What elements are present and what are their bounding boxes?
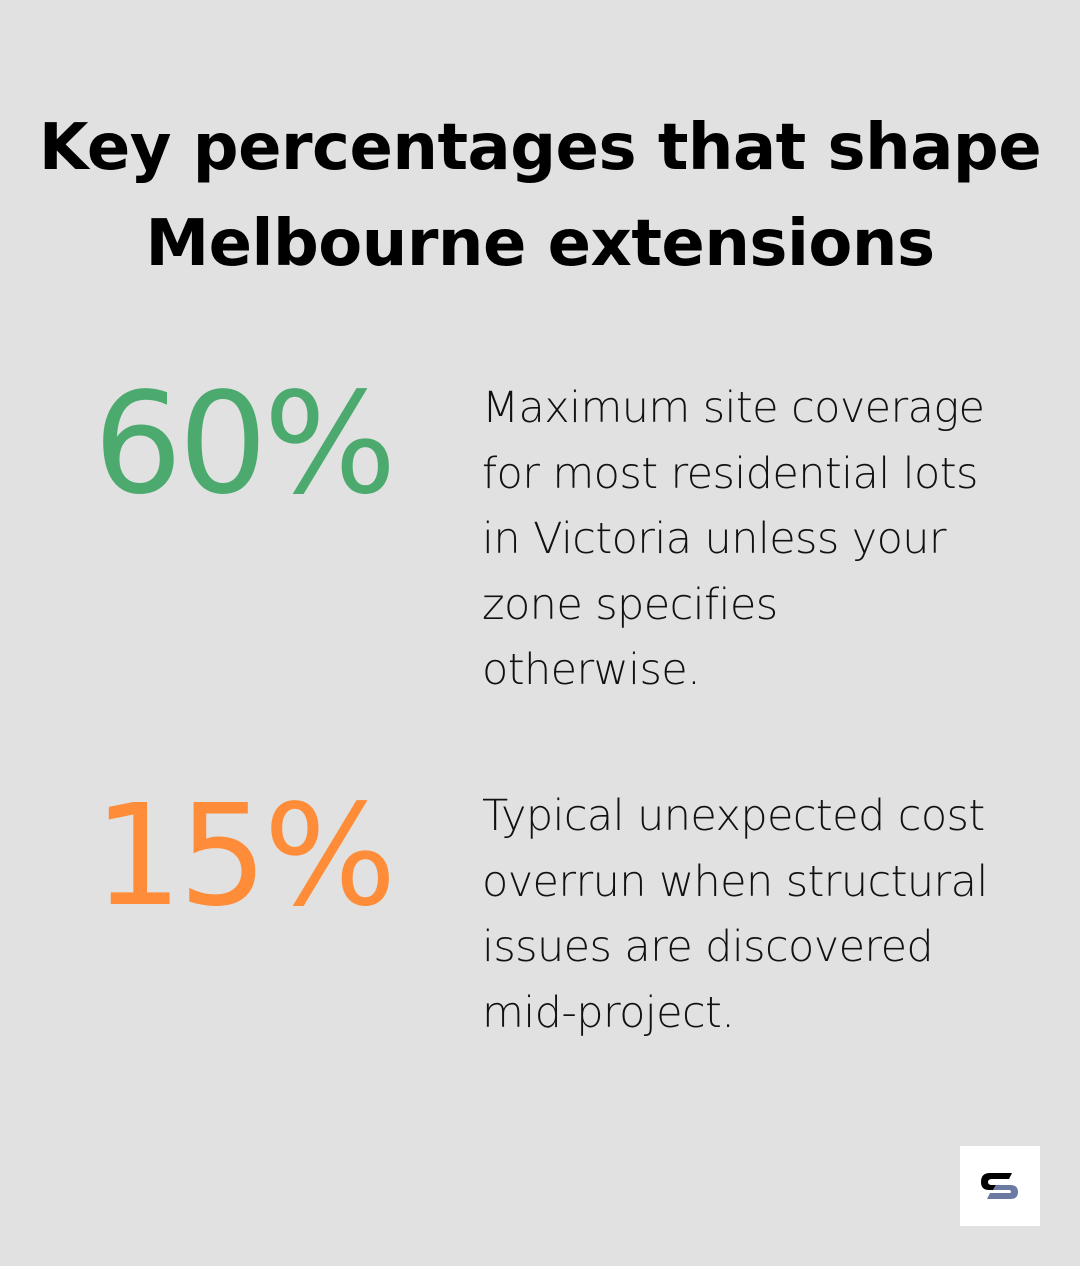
- title-line-2: Melbourne extensions: [145, 207, 935, 281]
- stat-description: Typical unexpected cost overrun when str…: [482, 791, 988, 1038]
- page-title: Key percentages that shape Melbourne ext…: [0, 100, 1080, 292]
- stat-value: 60%: [93, 363, 396, 526]
- title-line-1: Key percentages that shape: [38, 111, 1042, 185]
- brand-logo: [960, 1146, 1040, 1226]
- stat-value: 15%: [93, 775, 396, 938]
- s-logo-icon: [981, 1173, 1018, 1199]
- stat-description: Maximum site coverage for most residenti…: [482, 383, 985, 695]
